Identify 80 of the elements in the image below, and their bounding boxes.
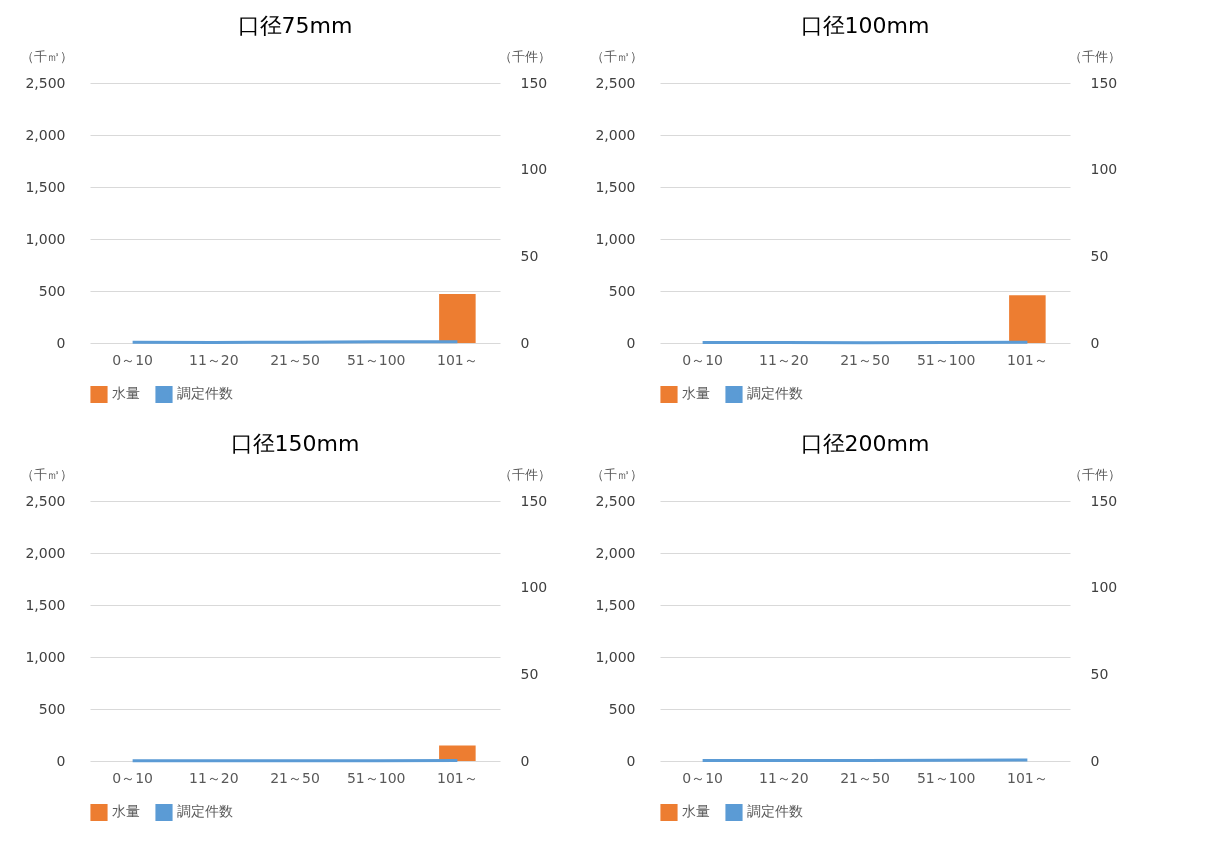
x-tick-label: 11～20 [188, 769, 239, 786]
y-tick-label: 2,000 [595, 126, 636, 143]
y-tick-label: 2,000 [595, 544, 636, 561]
x-tick-label: 21～50 [840, 769, 890, 786]
chart-title: 口径200mm [800, 431, 930, 456]
y-tick-label: 1,500 [25, 178, 66, 195]
y2-tick-label: 150 [520, 74, 548, 91]
y2-tick-label: 100 [1090, 161, 1118, 178]
x-tick-label: 51～100 [916, 351, 976, 368]
y-tick-label: 500 [38, 282, 66, 299]
x-tick-label: 0～10 [682, 769, 723, 786]
x-tick-label: 51～100 [346, 351, 406, 368]
legend-label: 調定件数 [177, 385, 233, 402]
y2-axis-title: （千件） [1068, 48, 1121, 64]
y-tick-label: 1,000 [595, 648, 636, 665]
y2-tick-label: 50 [1090, 665, 1109, 682]
x-tick-label: 0～10 [112, 769, 153, 786]
x-tick-label: 101～ [1007, 769, 1048, 786]
y-axis-title: （千㎥） [590, 466, 643, 482]
legend-label: 水量 [112, 385, 140, 402]
y-tick-label: 1,500 [595, 178, 636, 195]
y2-tick-label: 100 [1090, 579, 1118, 596]
y2-axis-title: （千件） [498, 48, 551, 64]
y-tick-label: 2,500 [25, 492, 66, 509]
legend-label: 調定件数 [747, 385, 803, 402]
x-tick-label: 51～100 [346, 769, 406, 786]
y-tick-label: 500 [608, 700, 636, 717]
y2-tick-label: 50 [1090, 247, 1109, 264]
y2-axis-title: （千件） [1068, 466, 1121, 482]
x-tick-label: 21～50 [270, 351, 320, 368]
x-tick-label: 101～ [1007, 351, 1048, 368]
y-tick-label: 2,500 [25, 74, 66, 91]
y-tick-label: 2,000 [25, 544, 66, 561]
x-tick-label: 11～20 [758, 769, 809, 786]
legend-label: 水量 [682, 385, 710, 402]
y2-tick-label: 150 [520, 492, 548, 509]
x-tick-label: 11～20 [188, 351, 239, 368]
y2-tick-label: 0 [520, 334, 530, 351]
y-tick-label: 1,500 [595, 596, 636, 613]
y-tick-label: 2,500 [595, 74, 636, 91]
y-tick-label: 2,000 [25, 126, 66, 143]
y2-tick-label: 100 [520, 161, 548, 178]
chart-title: 口径75mm [237, 13, 353, 38]
y-tick-label: 0 [56, 752, 66, 769]
x-tick-label: 101～ [437, 351, 478, 368]
y2-tick-label: 100 [520, 579, 548, 596]
x-tick-label: 21～50 [840, 351, 890, 368]
y2-tick-label: 50 [520, 247, 539, 264]
y-tick-label: 1,000 [25, 648, 66, 665]
y-tick-label: 1,000 [25, 230, 66, 247]
y2-tick-label: 0 [1090, 334, 1100, 351]
x-tick-label: 21～50 [270, 769, 320, 786]
x-tick-label: 51～100 [916, 769, 976, 786]
y2-tick-label: 150 [1090, 492, 1118, 509]
y-tick-label: 1,500 [25, 596, 66, 613]
y-tick-label: 0 [56, 334, 66, 351]
y-tick-label: 0 [626, 752, 636, 769]
y-tick-label: 0 [626, 334, 636, 351]
legend-label: 水量 [112, 803, 140, 820]
y2-axis-title: （千件） [498, 466, 551, 482]
chart-title: 口径150mm [230, 431, 360, 456]
y-axis-title: （千㎥） [20, 48, 73, 64]
y2-tick-label: 0 [1090, 752, 1100, 769]
x-tick-label: 11～20 [758, 351, 809, 368]
chart-title: 口径100mm [800, 13, 930, 38]
legend-label: 水量 [682, 803, 710, 820]
legend-label: 調定件数 [177, 803, 233, 820]
y2-tick-label: 50 [520, 665, 539, 682]
y2-tick-label: 0 [520, 752, 530, 769]
y2-tick-label: 150 [1090, 74, 1118, 91]
y-axis-title: （千㎥） [20, 466, 73, 482]
y-tick-label: 1,000 [595, 230, 636, 247]
y-tick-label: 500 [608, 282, 636, 299]
legend-label: 調定件数 [747, 803, 803, 820]
x-tick-label: 0～10 [112, 351, 153, 368]
x-tick-label: 0～10 [682, 351, 723, 368]
x-tick-label: 101～ [437, 769, 478, 786]
y-tick-label: 2,500 [595, 492, 636, 509]
y-tick-label: 500 [38, 700, 66, 717]
y-axis-title: （千㎥） [590, 48, 643, 64]
